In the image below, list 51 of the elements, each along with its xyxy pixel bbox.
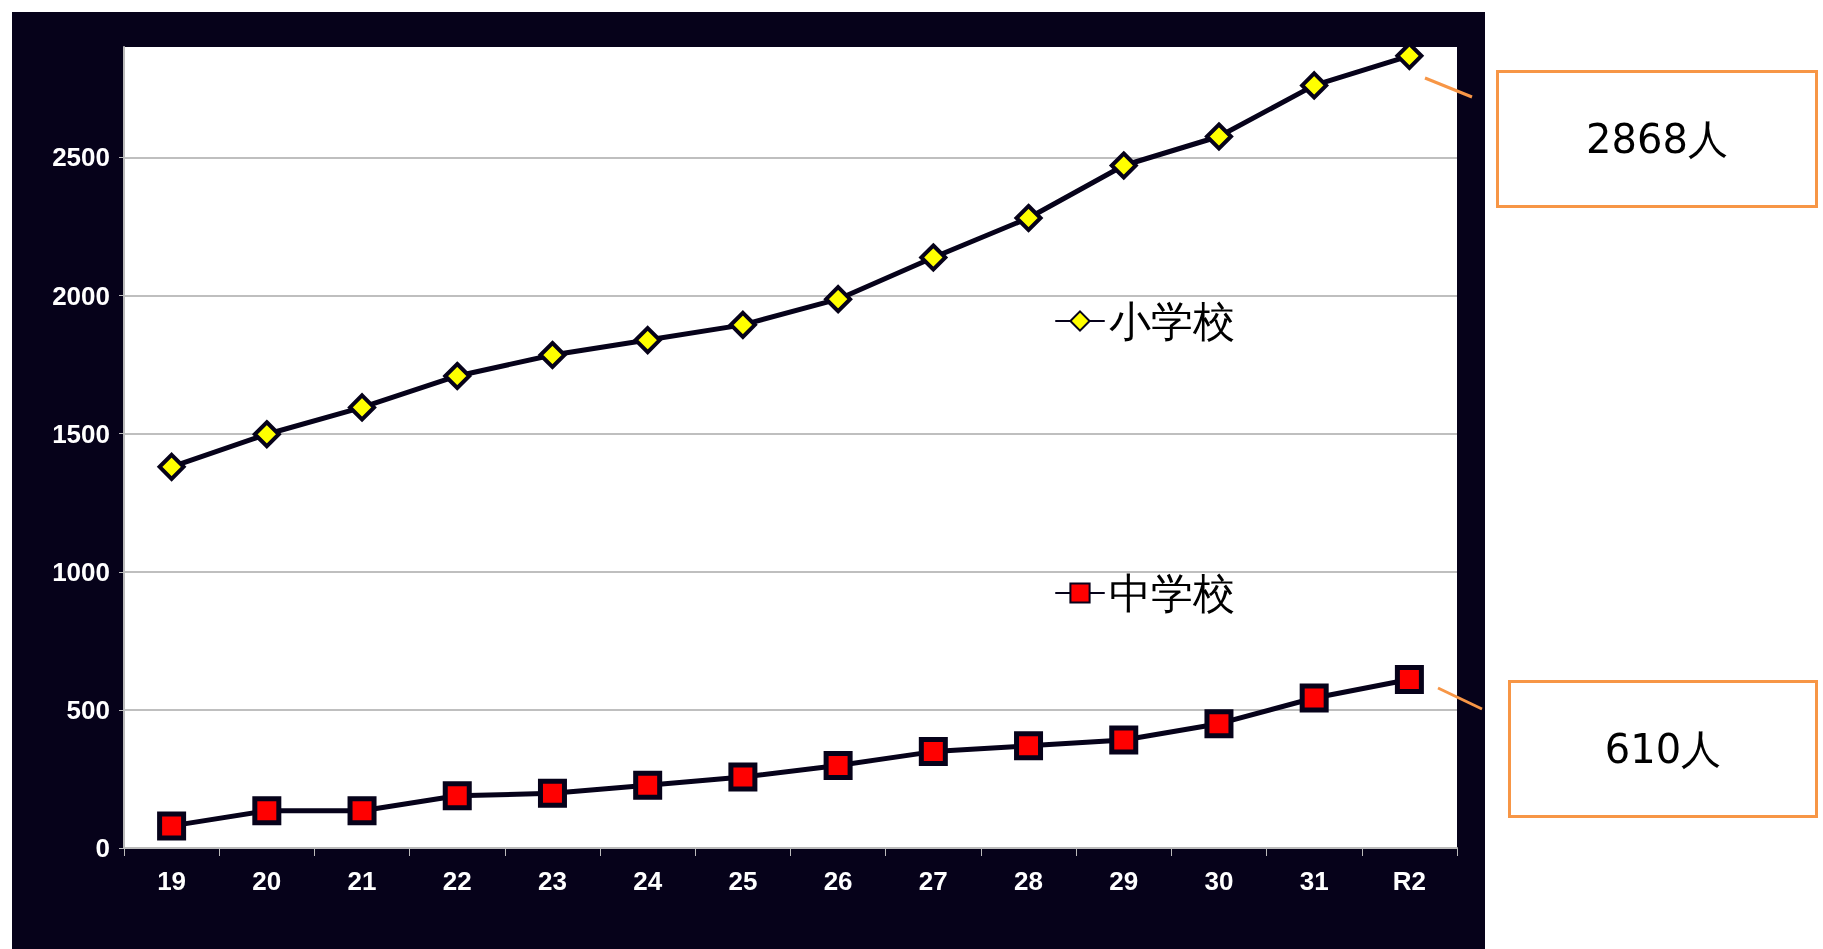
y-tick-label: 2500: [52, 142, 110, 173]
x-tick-label: 29: [1109, 866, 1139, 896]
point: [1109, 725, 1139, 755]
point: [824, 285, 853, 314]
x-tick-label: 25: [728, 866, 758, 896]
x-tick-label: 21: [347, 866, 377, 896]
point: [1300, 71, 1329, 100]
y-tick-label: 0: [95, 833, 110, 863]
point: [443, 361, 472, 390]
point: [348, 393, 377, 422]
y-tick-label: 1500: [52, 418, 110, 449]
point: [919, 243, 948, 272]
point: [823, 750, 853, 780]
point: [633, 326, 662, 355]
point: [537, 778, 567, 808]
text: 2868人: [1496, 70, 1818, 208]
point: [347, 796, 377, 826]
x-tick-label: 23: [538, 866, 567, 896]
x-tick-label: 26: [823, 866, 853, 896]
x-tick-label: 24: [633, 866, 663, 896]
legend-label: 中学校: [1109, 568, 1235, 618]
point: [633, 770, 663, 800]
point: [1109, 151, 1138, 180]
text: 610人: [1508, 680, 1818, 818]
x-tick-label: 20: [252, 866, 282, 896]
point: [157, 452, 186, 481]
point: [1204, 709, 1234, 739]
y-tick-label: 1000: [52, 556, 110, 587]
x-tick-label: 28: [1014, 866, 1043, 896]
point: [157, 811, 187, 841]
point: [1014, 203, 1043, 232]
y-tick-label: 500: [66, 694, 110, 725]
x-tick-label: 27: [918, 866, 948, 896]
point: [252, 796, 282, 826]
point: [728, 762, 758, 792]
point: [442, 781, 472, 811]
x-tick-label: 31: [1299, 866, 1329, 896]
point: [1394, 665, 1424, 695]
point: [918, 737, 948, 767]
x-tick-label: 22: [442, 866, 472, 896]
point: [1014, 731, 1044, 761]
point: [252, 420, 281, 449]
x-tick-label: 30: [1204, 866, 1234, 896]
x-tick-label: 19: [157, 866, 187, 896]
x-tick-label: R2: [1392, 866, 1427, 896]
legend-label: 小学校: [1109, 296, 1235, 346]
point: [1299, 683, 1329, 713]
point: [538, 340, 567, 369]
point: [1204, 122, 1233, 151]
point: [728, 310, 757, 339]
y-tick-label: 2000: [52, 280, 110, 311]
